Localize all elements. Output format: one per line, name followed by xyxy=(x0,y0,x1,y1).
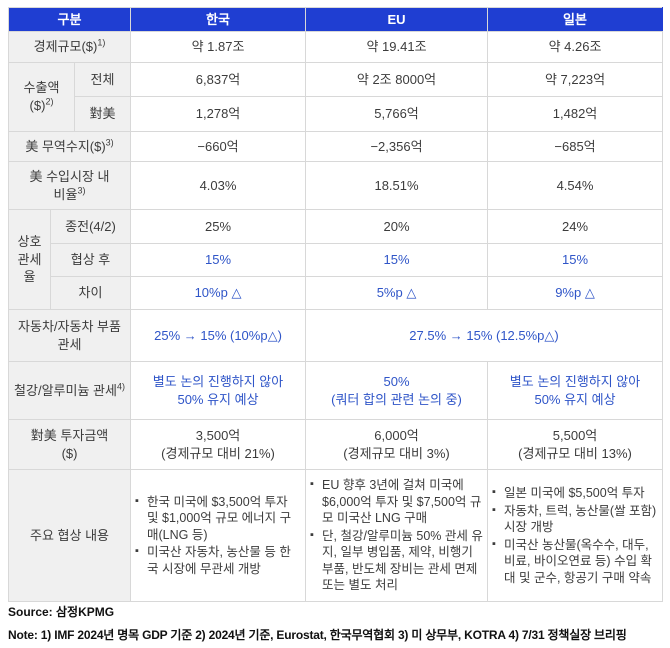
steel-tariff-japan: 별도 논의 진행하지 않아 50% 유지 예상 xyxy=(487,361,664,420)
steel-tariff-korea: 별도 논의 진행하지 않아 50% 유지 예상 xyxy=(130,361,307,420)
footnote: Note: 1) IMF 2024년 명목 GDP 기준 2) 2024년 기준… xyxy=(8,628,627,642)
tariff-prior-eu: 20% xyxy=(305,209,489,244)
trade-balance-eu: −2,356억 xyxy=(305,131,489,162)
header-korea: 한국 xyxy=(130,7,307,32)
exports-us-label: 對美 xyxy=(73,96,132,132)
footnote-sup-3: 3) xyxy=(105,137,114,148)
tariff-after-korea: 15% xyxy=(130,243,307,277)
tariff-diff-eu: 5%p △ xyxy=(305,276,489,310)
exports-total-eu: 약 2조 8000억 xyxy=(305,62,489,97)
tariff-after-japan: 15% xyxy=(487,243,664,277)
bullet-item: 자동차, 트럭, 농산물(쌀 포함) 시장 개방 xyxy=(492,503,658,536)
investment-korea: 3,500억 (경제규모 대비 21%) xyxy=(130,419,307,470)
import-share-eu: 18.51% xyxy=(305,161,489,210)
exports-total-korea: 6,837억 xyxy=(130,62,307,97)
steel-tariff-label: 철강/알루미늄 관세4) xyxy=(7,361,132,420)
tariff-prior-label: 종전(4/2) xyxy=(49,209,132,244)
footnote-sup-4: 4) xyxy=(116,381,125,392)
tariff-prior-korea: 25% xyxy=(130,209,307,244)
import-share-japan: 4.54% xyxy=(487,161,664,210)
row-economy: 경제규모($)1) 약 1.87조 약 19.41조 약 4.26조 xyxy=(7,31,664,63)
row-tariff-after: 협상 후 15% 15% 15% xyxy=(9,243,664,277)
tariff-after-eu: 15% xyxy=(305,243,489,277)
negotiation-japan: 일본 미국에 $5,500억 투자자동차, 트럭, 농산물(쌀 포함) 시장 개… xyxy=(487,469,664,602)
economy-label: 경제규모($)1) xyxy=(7,31,132,63)
bullet-item: 단, 철강/알루미늄 50% 관세 유지, 일부 병입품, 제약, 비행기 부품… xyxy=(310,528,483,594)
row-investment: 對美 투자금액 ($) 3,500억 (경제규모 대비 21%) 6,000억 … xyxy=(7,419,664,470)
footnote-sup-2: 2) xyxy=(45,96,54,107)
investment-label: 對美 투자금액 ($) xyxy=(7,419,132,470)
tariff-diff-japan: 9%p △ xyxy=(487,276,664,310)
exports-us-japan: 1,482억 xyxy=(487,96,664,132)
header-category: 구분 xyxy=(7,7,132,32)
economy-japan: 약 4.26조 xyxy=(487,31,664,63)
row-tariff-prior: 상호 관세 율 종전(4/2) 25% 20% 24% xyxy=(8,209,664,310)
bullet-item: 미국산 농산물(옥수수, 대두, 비료, 바이오연료 등) 수입 확대 및 군수… xyxy=(492,537,658,587)
row-exports-total: 수출액 ($)2) 전체 6,837억 약 2조 8000억 약 7,223억 xyxy=(8,62,664,132)
row-steel-tariff: 철강/알루미늄 관세4) 별도 논의 진행하지 않아 50% 유지 예상 50%… xyxy=(7,361,664,420)
row-tariff-diff: 차이 10%p △ 5%p △ 9%p △ xyxy=(9,276,664,310)
bullet-item: 일본 미국에 $5,500억 투자 xyxy=(492,485,658,502)
steel-tariff-eu: 50% (쿼터 합의 관련 논의 중) xyxy=(305,361,489,420)
bullet-item: EU 향후 3년에 걸쳐 미국에 $6,000억 투자 및 $7,500억 규모… xyxy=(310,477,483,527)
auto-tariff-label: 자동차/자동차 부품 관세 xyxy=(7,309,132,362)
negotiation-japan-list: 일본 미국에 $5,500억 투자자동차, 트럭, 농산물(쌀 포함) 시장 개… xyxy=(492,485,658,586)
bullet-item: 미국산 자동차, 농산물 등 한국 시장에 무관세 개방 xyxy=(135,544,301,577)
footnote-sup-3b: 3) xyxy=(77,185,86,196)
auto-tariff-korea: 25% → 15% (10%p△) xyxy=(130,309,307,362)
tariff-comparison-table: 구분 한국 EU 일본 경제규모($)1) 약 1.87조 약 19.41조 약… xyxy=(7,7,664,602)
trade-balance-japan: −685억 xyxy=(487,131,664,162)
negotiation-korea-list: 한국 미국에 $3,500억 투자 및 $1,000억 규모 에너지 구매(LN… xyxy=(135,494,301,578)
exports-total-label: 전체 xyxy=(73,62,132,97)
footnote-sup-1: 1) xyxy=(97,37,106,48)
tariff-diff-label: 차이 xyxy=(49,276,132,310)
exports-total-japan: 약 7,223억 xyxy=(487,62,664,97)
investment-japan: 5,500억 (경제규모 대비 13%) xyxy=(487,419,664,470)
row-trade-balance: 美 무역수지($)3) −660억 −2,356억 −685억 xyxy=(7,131,664,162)
bullet-item: 한국 미국에 $3,500억 투자 및 $1,000억 규모 에너지 구매(LN… xyxy=(135,494,301,544)
economy-eu: 약 19.41조 xyxy=(305,31,489,63)
header-eu: EU xyxy=(305,7,489,32)
footer: Source: 삼정KPMG Note: 1) IMF 2024년 명목 GDP… xyxy=(8,602,662,641)
negotiation-label: 주요 협상 내용 xyxy=(7,469,132,602)
reciprocal-tariff-label: 상호 관세 율 xyxy=(8,209,51,310)
row-import-share: 美 수입시장 내 비율3) 4.03% 18.51% 4.54% xyxy=(7,161,664,210)
economy-korea: 약 1.87조 xyxy=(130,31,307,63)
tariff-prior-japan: 24% xyxy=(487,209,664,244)
negotiation-eu-list: EU 향후 3년에 걸쳐 미국에 $6,000억 투자 및 $7,500억 규모… xyxy=(310,477,483,594)
import-share-korea: 4.03% xyxy=(130,161,307,210)
auto-tariff-eu-japan: 27.5% → 15% (12.5%p△) xyxy=(305,309,664,362)
trade-balance-label: 美 무역수지($)3) xyxy=(7,131,132,162)
row-negotiation: 주요 협상 내용 한국 미국에 $3,500억 투자 및 $1,000억 규모 … xyxy=(7,469,664,602)
exports-us-korea: 1,278억 xyxy=(130,96,307,132)
negotiation-korea: 한국 미국에 $3,500억 투자 및 $1,000억 규모 에너지 구매(LN… xyxy=(130,469,307,602)
header-japan: 일본 xyxy=(487,7,664,32)
source-note: Source: 삼정KPMG xyxy=(8,605,115,619)
row-auto-tariff: 자동차/자동차 부품 관세 25% → 15% (10%p△) 27.5% → … xyxy=(7,309,664,362)
exports-label: 수출액 ($)2) xyxy=(8,62,75,132)
trade-balance-korea: −660억 xyxy=(130,131,307,162)
tariff-after-label: 협상 후 xyxy=(49,243,132,277)
investment-eu: 6,000억 (경제규모 대비 3%) xyxy=(305,419,489,470)
row-exports-us: 對美 1,278억 5,766억 1,482억 xyxy=(9,96,664,132)
header-row: 구분 한국 EU 일본 xyxy=(7,7,664,32)
exports-us-eu: 5,766억 xyxy=(305,96,489,132)
import-share-label: 美 수입시장 내 비율3) xyxy=(7,161,132,210)
negotiation-eu: EU 향후 3년에 걸쳐 미국에 $6,000억 투자 및 $7,500억 규모… xyxy=(305,469,489,602)
tariff-diff-korea: 10%p △ xyxy=(130,276,307,310)
